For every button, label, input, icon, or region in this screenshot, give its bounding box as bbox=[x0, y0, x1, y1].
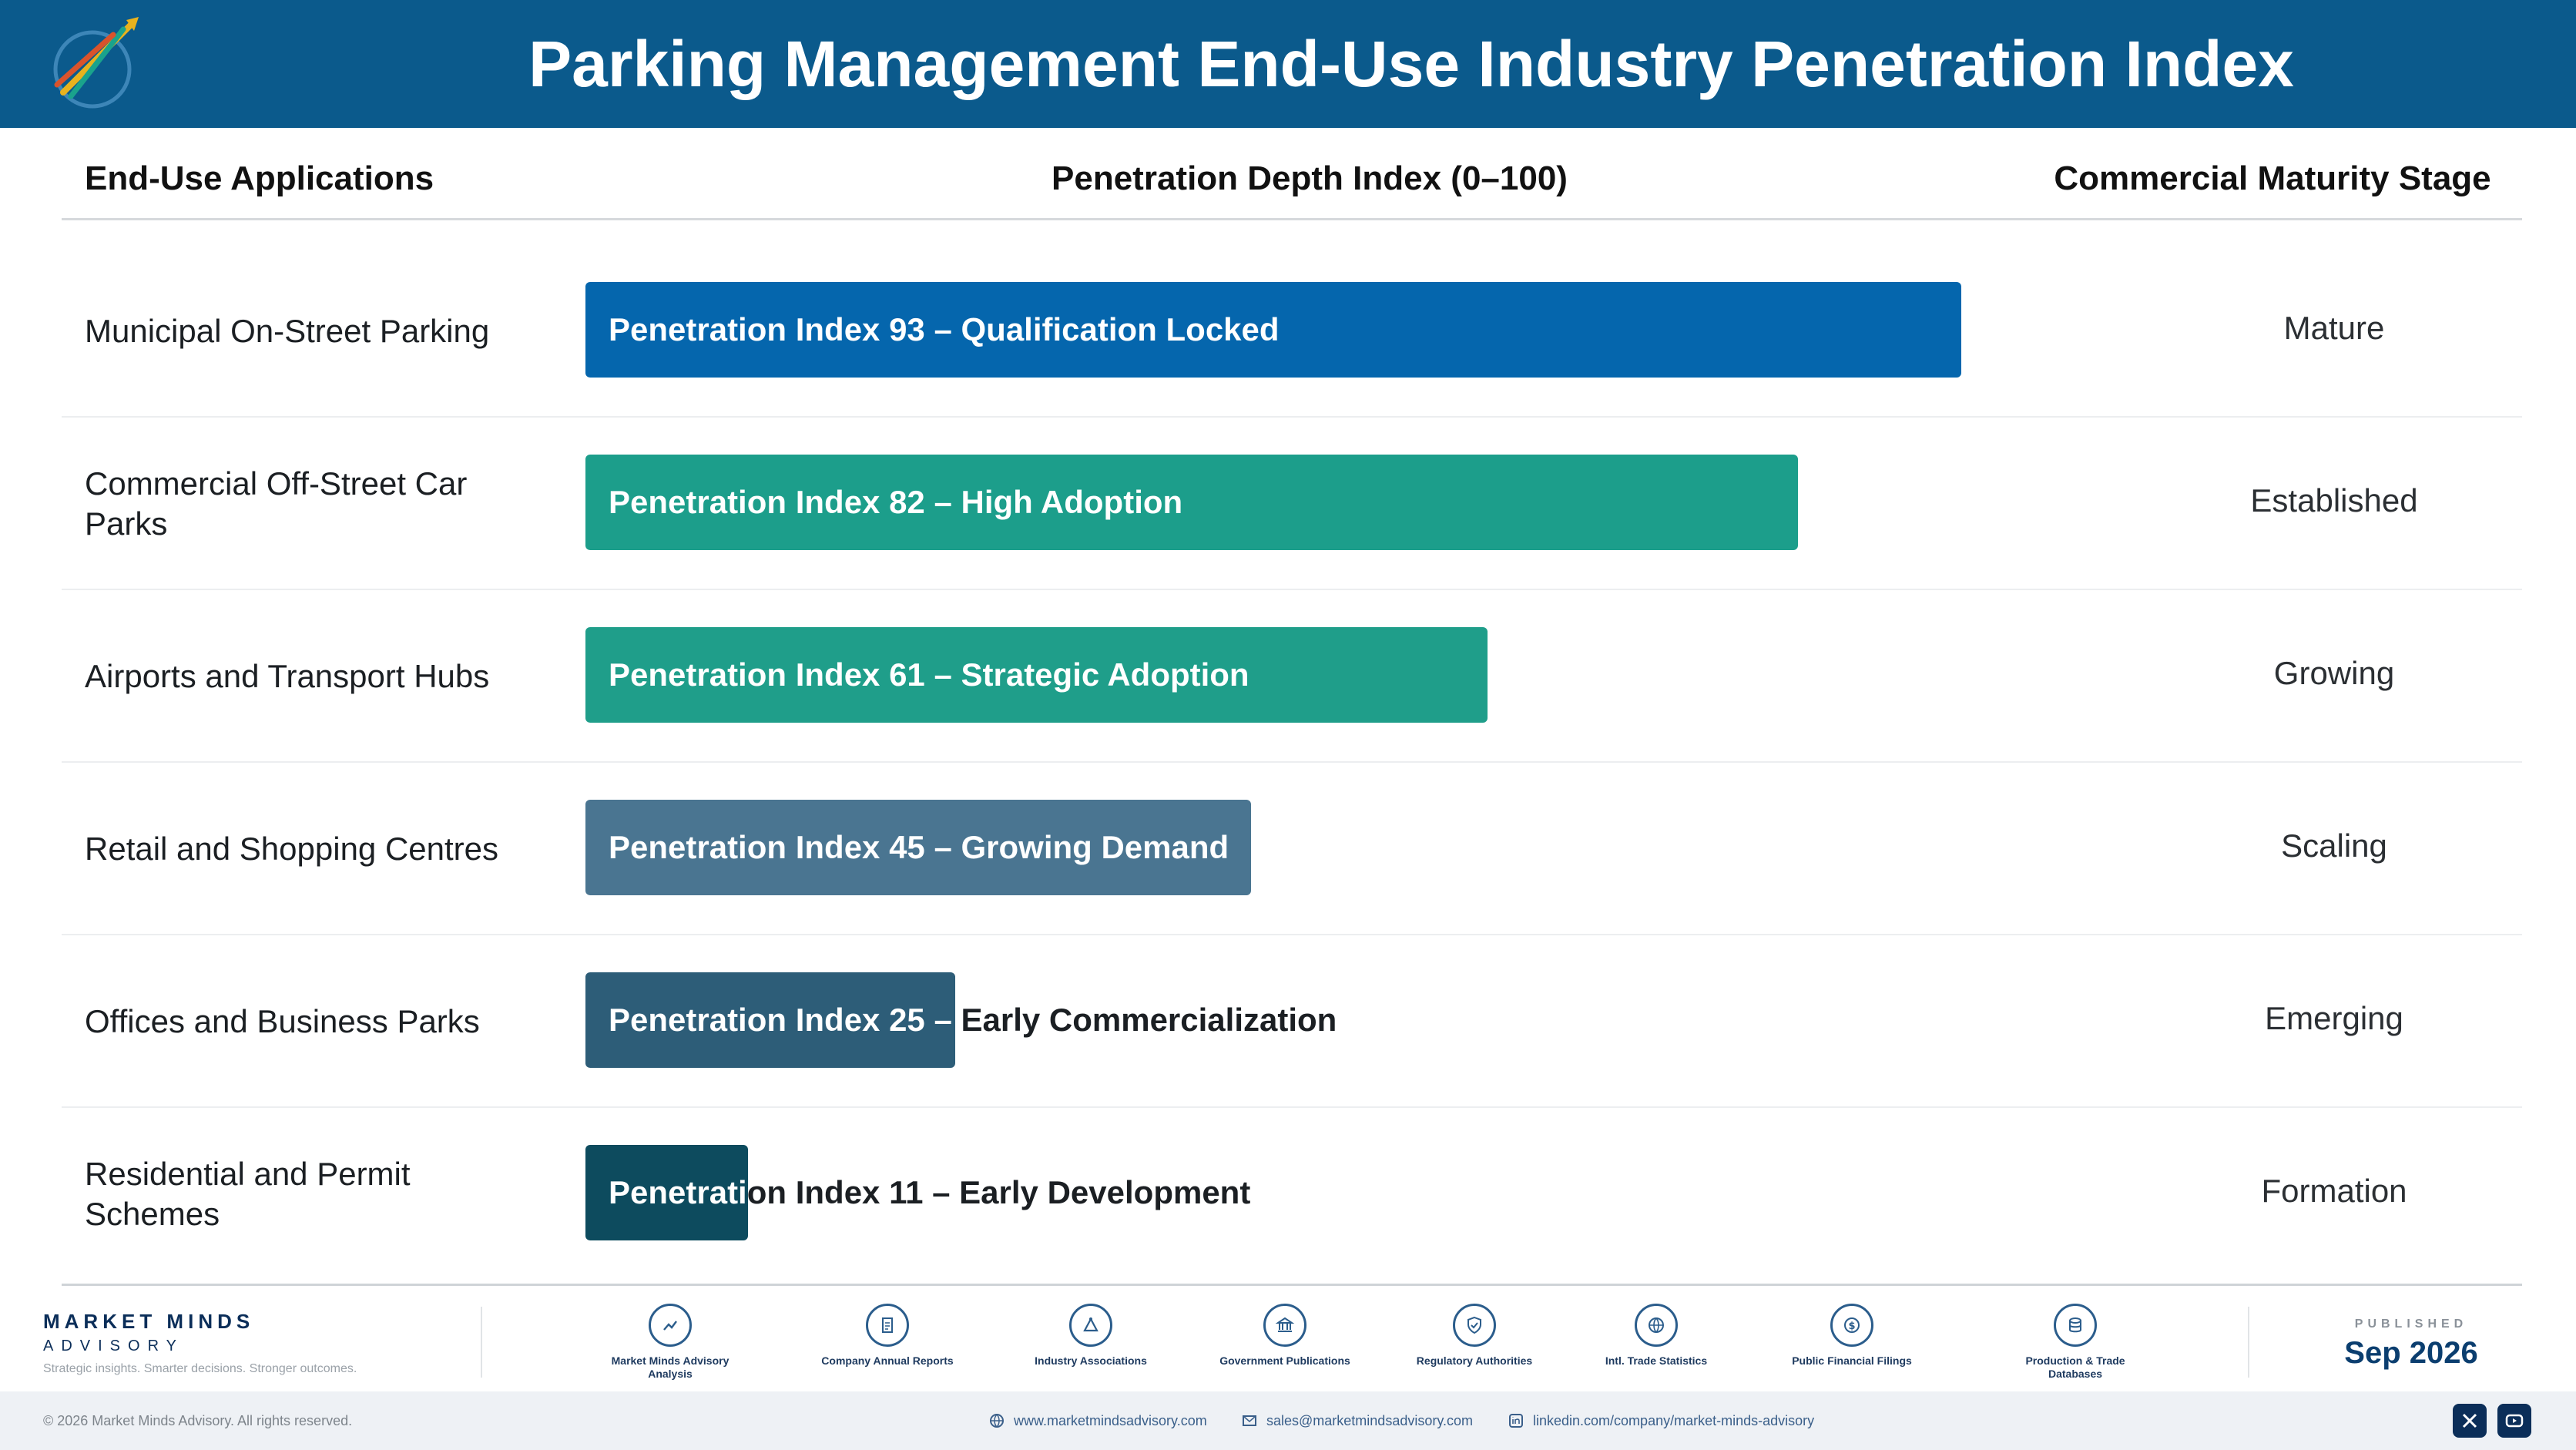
index-bar bbox=[585, 972, 955, 1068]
source-label: Intl. Trade Statistics bbox=[1605, 1354, 1708, 1367]
shield-check-icon bbox=[1453, 1304, 1496, 1347]
header-banner: Parking Management End-Use Industry Pene… bbox=[0, 0, 2576, 128]
youtube-icon bbox=[2505, 1414, 2524, 1428]
maturity-stage-label: Formation bbox=[2261, 1173, 2407, 1209]
brand-subtitle: ADVISORY bbox=[43, 1338, 184, 1354]
source-item: $ Public Financial Filings bbox=[1775, 1304, 1929, 1368]
source-item: Regulatory Authorities bbox=[1397, 1304, 1551, 1368]
index-bar bbox=[585, 1145, 748, 1240]
globe-icon bbox=[1635, 1304, 1678, 1347]
category-label: Retail and Shopping Centres bbox=[85, 831, 499, 867]
chart-bottom-divider bbox=[62, 1284, 2522, 1286]
maturity-stage-label: Scaling bbox=[2281, 827, 2387, 864]
linkedin-icon bbox=[1509, 1414, 1523, 1428]
source-label: Company Annual Reports bbox=[821, 1354, 954, 1367]
chart-row: Commercial Off-Street Car Parks Penetrati… bbox=[62, 418, 2522, 590]
index-bar bbox=[585, 282, 1961, 378]
chart-row: Municipal On-Street Parking Penetration I… bbox=[62, 245, 2522, 418]
sub-footer: © 2026 Market Minds Advisory. All rights… bbox=[0, 1391, 2576, 1450]
source-item: Intl. Trade Statistics bbox=[1579, 1304, 1733, 1368]
source-label: Regulatory Authorities bbox=[1416, 1354, 1533, 1367]
source-item: Company Annual Reports bbox=[810, 1304, 964, 1368]
index-bar bbox=[585, 627, 1488, 723]
source-item: Government Publications bbox=[1208, 1304, 1362, 1368]
maturity-stage-label: Emerging bbox=[2265, 1000, 2403, 1036]
chart-row: Retail and Shopping Centres Penetration I… bbox=[62, 763, 2522, 935]
globe-icon bbox=[990, 1414, 1004, 1428]
published-date: Sep 2026 bbox=[2344, 1336, 2478, 1370]
category-label: Commercial Off-Street Car Parks bbox=[85, 465, 468, 542]
footer-divider bbox=[2248, 1307, 2249, 1378]
source-item: Market Minds Advisory Analysis bbox=[593, 1304, 747, 1381]
x-social-button[interactable] bbox=[2453, 1404, 2487, 1438]
bar-value-label: Penetration Index 11 – Early Development bbox=[609, 1145, 1250, 1240]
source-item: Production & Trade Databases bbox=[1998, 1304, 2152, 1381]
column-header-index: Penetration Depth Index (0–100) bbox=[1052, 159, 1568, 197]
network-icon bbox=[1069, 1304, 1112, 1347]
dollar-coin-icon: $ bbox=[1830, 1304, 1873, 1347]
youtube-social-button[interactable] bbox=[2497, 1404, 2531, 1438]
row-divider bbox=[62, 761, 2522, 763]
chart-row: Offices and Business Parks Penetration In… bbox=[62, 935, 2522, 1108]
bar-value-label: Penetration Index 93 – Qualification Loc… bbox=[609, 282, 1280, 378]
footer: MARKET MINDS ADVISORY Strategic insights… bbox=[0, 1291, 2576, 1391]
page-title: Parking Management End-Use Industry Pene… bbox=[528, 28, 2294, 100]
database-icon bbox=[2054, 1304, 2097, 1347]
source-label: Market Minds Advisory Analysis bbox=[611, 1354, 730, 1380]
maturity-stage-label: Growing bbox=[2273, 655, 2395, 691]
linkedin-link[interactable]: linkedin.com/company/market-minds-adviso… bbox=[1508, 1391, 1814, 1450]
bar-value-label: Penetration Index 45 – Growing Demand bbox=[609, 800, 1229, 895]
website-text: www.marketmindsadvisory.com bbox=[1014, 1412, 1207, 1428]
government-building-icon bbox=[1263, 1304, 1306, 1347]
mail-icon bbox=[1243, 1415, 1256, 1426]
index-bar bbox=[585, 455, 1798, 550]
email-text: sales@marketmindsadvisory.com bbox=[1266, 1412, 1474, 1428]
maturity-stage-label: Mature bbox=[2283, 310, 2385, 346]
header-divider bbox=[62, 218, 2522, 220]
row-divider bbox=[62, 934, 2522, 935]
bar-value-label: Penetration Index 82 – High Adoption bbox=[609, 455, 1182, 550]
copyright-text: © 2026 Market Minds Advisory. All rights… bbox=[43, 1413, 353, 1428]
svg-text:$: $ bbox=[1848, 1321, 1855, 1332]
company-logo bbox=[53, 17, 139, 109]
trend-chart-icon bbox=[649, 1304, 692, 1347]
chart-row: Airports and Transport Hubs Penetration I… bbox=[62, 590, 2522, 763]
x-icon bbox=[2462, 1413, 2477, 1428]
source-label: Government Publications bbox=[1219, 1354, 1350, 1367]
website-link[interactable]: www.marketmindsadvisory.com bbox=[989, 1391, 1207, 1450]
published-label: PUBLISHED bbox=[2354, 1317, 2468, 1331]
linkedin-text: linkedin.com/company/market-minds-adviso… bbox=[1533, 1412, 1815, 1428]
email-link[interactable]: sales@marketmindsadvisory.com bbox=[1242, 1391, 1473, 1450]
category-label: Airports and Transport Hubs bbox=[85, 658, 490, 694]
column-header-applications: End-Use Applications bbox=[85, 159, 434, 197]
maturity-stage-label: Established bbox=[2250, 482, 2418, 519]
row-divider bbox=[62, 1106, 2522, 1108]
category-label: Municipal On-Street Parking bbox=[85, 313, 490, 349]
source-label: Production & Trade Databases bbox=[2025, 1354, 2125, 1380]
category-label: Offices and Business Parks bbox=[85, 1003, 480, 1039]
category-label: Residential and Permit Schemes bbox=[85, 1156, 411, 1232]
row-divider bbox=[62, 589, 2522, 590]
brand-name: MARKET MINDS bbox=[43, 1310, 255, 1333]
source-label: Public Financial Filings bbox=[1792, 1354, 1912, 1367]
index-bar bbox=[585, 800, 1251, 895]
row-divider bbox=[62, 416, 2522, 418]
footer-divider bbox=[481, 1307, 482, 1378]
column-header-stage: Commercial Maturity Stage bbox=[2054, 159, 2491, 197]
bar-value-label: Penetration Index 61 – Strategic Adoptio… bbox=[609, 627, 1249, 723]
document-icon bbox=[866, 1304, 909, 1347]
chart-row: Residential and Permit Schemes Penetratio… bbox=[62, 1108, 2522, 1280]
bar-value-label: Penetration Index 25 – Early Commerciali… bbox=[609, 972, 1337, 1068]
brand-tagline: Strategic insights. Smarter decisions. S… bbox=[43, 1362, 357, 1375]
source-item: Industry Associations bbox=[1014, 1304, 1168, 1368]
source-label: Industry Associations bbox=[1035, 1354, 1147, 1367]
